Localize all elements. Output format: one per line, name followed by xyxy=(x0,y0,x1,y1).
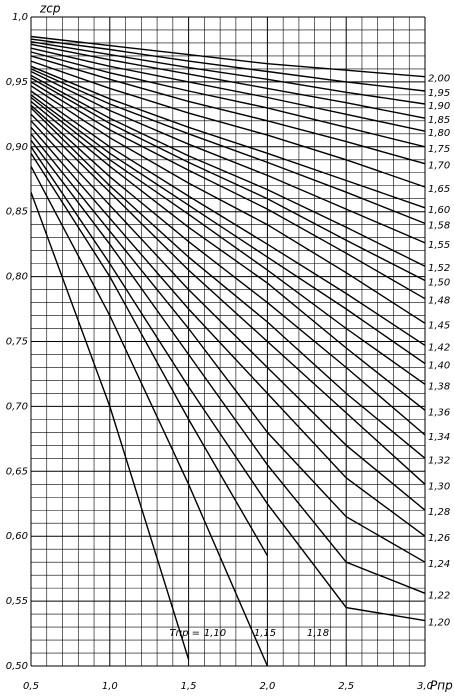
curve xyxy=(30,47,426,132)
x-tick-label: 3,0 xyxy=(417,681,433,692)
y-tick-label: 0,65 xyxy=(6,466,28,477)
curve xyxy=(30,104,426,436)
series-label: 1,65 xyxy=(428,184,450,195)
curve xyxy=(30,81,426,300)
curve xyxy=(30,77,426,282)
y-tick-label: 0,85 xyxy=(6,207,28,218)
series-label: 1,32 xyxy=(428,455,450,466)
curve xyxy=(30,70,426,244)
series-label: 1,36 xyxy=(428,407,450,418)
series-label: 1,75 xyxy=(428,144,450,155)
series-label: 1,30 xyxy=(428,481,450,492)
series-label: 1,34 xyxy=(428,432,450,443)
curve xyxy=(30,68,426,225)
x-tick-label: 1,5 xyxy=(181,681,197,692)
curve xyxy=(30,120,426,511)
series-label: 1,26 xyxy=(428,533,450,544)
curve xyxy=(30,100,426,411)
curve xyxy=(30,55,426,165)
curve xyxy=(30,35,426,78)
series-label: 1,50 xyxy=(428,277,450,288)
curve xyxy=(30,60,426,188)
curve xyxy=(30,126,426,537)
y-tick-label: 0,50 xyxy=(6,661,28,672)
y-axis-label: zср xyxy=(39,2,61,16)
series-label: 1,85 xyxy=(428,115,450,126)
curve xyxy=(30,90,426,346)
series-label: 1,28 xyxy=(428,507,450,518)
series-label: 1,40 xyxy=(428,361,450,372)
curve xyxy=(30,107,426,459)
series-label: 1,18 xyxy=(307,628,329,639)
y-tick-label: 0,80 xyxy=(6,272,28,283)
series-label: 1,58 xyxy=(428,220,450,231)
curve xyxy=(30,133,426,563)
x-tick-label: 2,5 xyxy=(338,681,354,692)
series-label: 1,45 xyxy=(428,320,450,331)
series-label: 1,80 xyxy=(428,128,450,139)
y-tick-label: 0,90 xyxy=(6,142,28,153)
curve xyxy=(30,165,269,667)
y-tick-label: 0,60 xyxy=(6,531,28,542)
curve xyxy=(30,74,426,267)
curve xyxy=(30,139,426,594)
y-tick-label: 0,55 xyxy=(6,596,28,607)
series-label: 1,22 xyxy=(428,590,450,601)
curve xyxy=(30,43,426,119)
curve xyxy=(30,41,426,105)
series-label: 1,10 xyxy=(204,628,226,639)
series-label: 1,60 xyxy=(428,205,450,216)
series-label: 1,55 xyxy=(428,240,450,251)
annotation: Tпр = xyxy=(169,628,200,639)
curve xyxy=(30,96,426,385)
y-tick-label: 0,75 xyxy=(6,337,28,348)
x-axis-label: Pпр xyxy=(430,679,453,693)
series-label: 1,48 xyxy=(428,296,450,307)
series-label: 1,42 xyxy=(428,342,450,353)
curve xyxy=(30,38,426,92)
curve xyxy=(30,51,426,148)
curve xyxy=(30,65,426,209)
curve xyxy=(30,191,190,660)
curve xyxy=(30,94,426,365)
y-tick-label: 1,0 xyxy=(12,12,28,23)
series-label: 1,24 xyxy=(428,559,450,570)
x-tick-label: 1,0 xyxy=(102,681,118,692)
series-label: 1,20 xyxy=(428,618,450,629)
curve xyxy=(30,146,426,622)
y-tick-label: 0,95 xyxy=(6,77,28,88)
x-tick-label: 2,0 xyxy=(259,681,275,692)
series-label: 1,90 xyxy=(428,101,450,112)
x-tick-label: 0,5 xyxy=(23,681,39,692)
series-label: 2,00 xyxy=(428,74,450,85)
series-label: 1,38 xyxy=(428,381,450,392)
curve xyxy=(30,152,269,557)
series-label: 1,95 xyxy=(428,88,450,99)
curve xyxy=(30,113,426,485)
curve xyxy=(30,85,426,324)
series-label: 1,15 xyxy=(254,628,276,639)
y-tick-label: 0,70 xyxy=(6,401,28,412)
series-label: 1,70 xyxy=(428,161,450,172)
series-label: 1,52 xyxy=(428,263,450,274)
